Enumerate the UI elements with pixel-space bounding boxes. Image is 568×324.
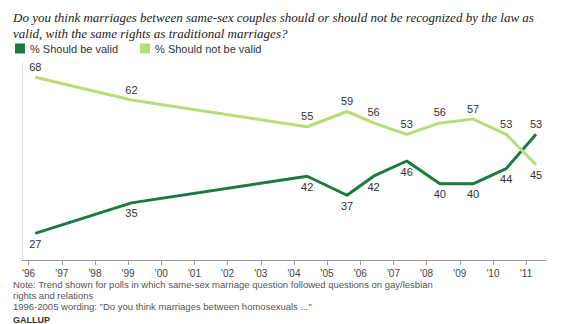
svg-text:'97: '97 xyxy=(55,268,68,279)
svg-text:44: 44 xyxy=(500,173,512,185)
svg-text:42: 42 xyxy=(301,181,313,193)
svg-text:57: 57 xyxy=(467,103,479,115)
svg-text:37: 37 xyxy=(341,200,353,212)
svg-text:40: 40 xyxy=(434,188,446,200)
svg-text:42: 42 xyxy=(367,181,379,193)
svg-text:55: 55 xyxy=(301,110,313,122)
svg-text:53: 53 xyxy=(500,118,512,130)
svg-text:'01: '01 xyxy=(188,268,201,279)
svg-text:valid, with the same rights as: valid, with the same rights as tradition… xyxy=(13,26,288,41)
svg-text:40: 40 xyxy=(467,188,479,200)
svg-text:rights and relations: rights and relations xyxy=(13,290,94,301)
svg-text:53: 53 xyxy=(401,118,413,130)
svg-text:'03: '03 xyxy=(254,268,267,279)
svg-text:27: 27 xyxy=(29,238,41,250)
svg-text:'00: '00 xyxy=(155,268,168,279)
svg-text:'11: '11 xyxy=(520,268,533,279)
svg-text:'04: '04 xyxy=(287,268,300,279)
svg-text:1996-2005 wording: "Do you thi: 1996-2005 wording: "Do you think marriag… xyxy=(13,301,312,312)
svg-text:53: 53 xyxy=(530,118,542,130)
svg-text:62: 62 xyxy=(125,84,137,96)
svg-text:35: 35 xyxy=(125,207,137,219)
svg-text:56: 56 xyxy=(367,106,379,118)
svg-text:'10: '10 xyxy=(486,268,499,279)
svg-text:59: 59 xyxy=(341,95,353,107)
svg-text:'09: '09 xyxy=(453,268,466,279)
svg-text:Note: Trend shown for polls in: Note: Trend shown for polls in which sam… xyxy=(13,279,435,290)
svg-text:% Should be valid: % Should be valid xyxy=(30,43,118,55)
svg-text:'02: '02 xyxy=(221,268,234,279)
svg-text:'07: '07 xyxy=(387,268,400,279)
svg-text:'96: '96 xyxy=(22,268,35,279)
svg-text:'05: '05 xyxy=(321,268,334,279)
svg-text:'99: '99 xyxy=(122,268,135,279)
svg-text:Do you think marriages between: Do you think marriages between same-sex … xyxy=(12,10,537,25)
svg-text:56: 56 xyxy=(434,106,446,118)
svg-text:68: 68 xyxy=(29,61,41,73)
svg-text:46: 46 xyxy=(401,166,413,178)
svg-text:45: 45 xyxy=(530,169,542,181)
svg-text:'06: '06 xyxy=(354,268,367,279)
svg-text:'98: '98 xyxy=(88,268,101,279)
svg-text:GALLUP: GALLUP xyxy=(13,315,50,324)
svg-text:'08: '08 xyxy=(420,268,433,279)
svg-text:% Should not be valid: % Should not be valid xyxy=(155,43,261,55)
